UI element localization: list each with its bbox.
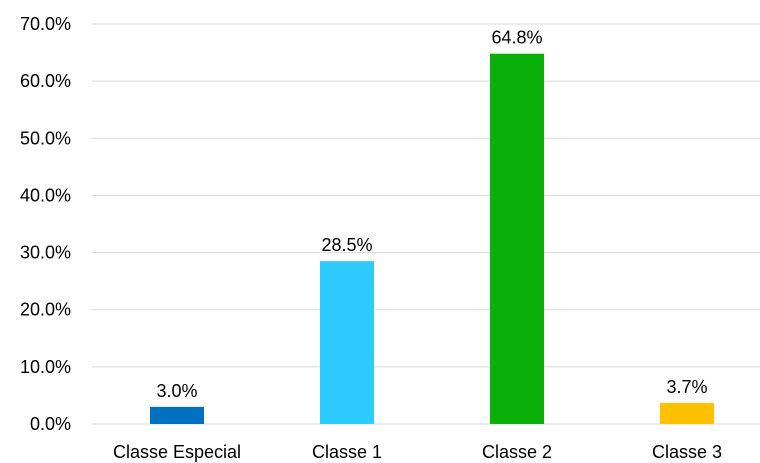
- y-tick-label: 20.0%: [20, 300, 71, 320]
- bar-3: [490, 53, 544, 424]
- y-tick-label: 50.0%: [20, 128, 71, 148]
- bar-1: [150, 406, 204, 424]
- data-label: 64.8%: [491, 28, 542, 48]
- category-labels: Classe Especial Classe 1 Classe 2 Classe 3: [113, 442, 722, 462]
- data-label: 3.7%: [666, 377, 707, 397]
- gridlines: [92, 23, 760, 425]
- bar-2: [320, 261, 374, 424]
- y-tick-label: 40.0%: [20, 185, 71, 205]
- data-label: 3.0%: [156, 381, 197, 401]
- data-labels: 3.0% 28.5% 64.8% 3.7%: [156, 28, 707, 401]
- bar-4: [660, 402, 714, 424]
- y-tick-label: 0.0%: [30, 414, 71, 434]
- y-axis-ticks: 0.0% 10.0% 20.0% 30.0% 40.0% 50.0% 60.0% 70.0%: [20, 14, 71, 434]
- category-label: Classe Especial: [113, 442, 241, 462]
- category-label: Classe 3: [652, 442, 722, 462]
- y-tick-label: 10.0%: [20, 357, 71, 377]
- y-tick-label: 70.0%: [20, 14, 71, 34]
- category-label: Classe 2: [482, 442, 552, 462]
- y-tick-label: 60.0%: [20, 71, 71, 91]
- data-label: 28.5%: [321, 235, 372, 255]
- category-label: Classe 1: [312, 442, 382, 462]
- bars: [150, 53, 714, 424]
- y-tick-label: 30.0%: [20, 243, 71, 263]
